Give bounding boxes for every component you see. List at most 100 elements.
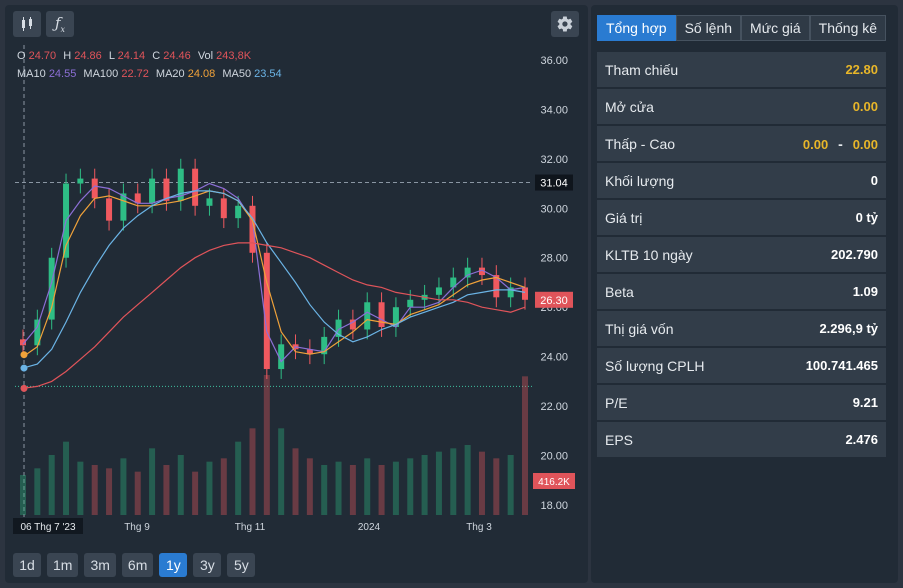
range-6m-button[interactable]: 6m [121, 553, 154, 577]
candle-body [349, 319, 356, 330]
candle-body [493, 275, 500, 298]
y-tick-label: 22.00 [540, 401, 568, 413]
candle-body [91, 178, 98, 199]
ma50-value: 23.54 [254, 68, 282, 80]
high-label: H [63, 50, 72, 62]
x-tick-label: 2024 [358, 522, 381, 533]
last-volume-label: 416.2K [538, 477, 570, 488]
row-avg-volume-10d: KLTB 10 ngày 202.790 [597, 237, 886, 272]
row-trade-value: Giá trị 0 tỷ [597, 200, 886, 235]
ohlc-legend: O 24.70 H 24.86 L 24.14 C 24.46 Vol 243,… [17, 50, 255, 62]
candle-body [335, 319, 342, 337]
range-1m-button[interactable]: 1m [47, 553, 79, 577]
range-3m-button[interactable]: 3m [84, 553, 116, 577]
volume-bar [106, 468, 113, 515]
row-label: P/E [605, 394, 628, 411]
ma20-marker [20, 351, 28, 359]
range-5y-button[interactable]: 5y [227, 553, 256, 577]
volume-bar [306, 458, 313, 515]
info-panel: Tổng hợp Số lệnh Mức giá Thống kê Tham c… [591, 5, 898, 583]
tab-price-levels[interactable]: Mức giá [741, 15, 810, 41]
summary-table: Tham chiếu 22.80 Mở cửa 0.00 Thấp - Cao … [597, 52, 886, 459]
function-icon: ƒx [54, 14, 66, 34]
ma20-label: MA20 [155, 68, 185, 80]
ma20-value: 24.08 [187, 68, 216, 80]
candle-body [321, 336, 328, 355]
ma20-line [22, 190, 526, 358]
row-value: 1.09 [852, 284, 878, 299]
tab-statistics[interactable]: Thống kê [809, 15, 887, 41]
volume-bar [478, 451, 485, 515]
ma100-line [22, 242, 526, 389]
volume-bar [220, 458, 227, 515]
row-value: 100.741.465 [805, 358, 878, 373]
row-value: 202.790 [831, 247, 878, 262]
row-label: Số lượng CPLH [605, 357, 705, 374]
ma10-value: 24.55 [48, 68, 77, 80]
row-value: 0 tỷ [855, 210, 878, 225]
chart-settings-button[interactable] [551, 11, 579, 37]
low-high-separator: - [838, 135, 843, 152]
volume-bar [34, 468, 41, 515]
volume-bar [249, 428, 256, 515]
volume-bar [192, 471, 199, 515]
row-label: Mở cửa [605, 98, 654, 115]
tab-summary[interactable]: Tổng hợp [597, 15, 676, 41]
ma50-marker [20, 364, 28, 372]
candle-body [235, 205, 242, 219]
row-market-cap: Thị giá vốn 2.296,9 tỷ [597, 311, 886, 346]
close-value: 24.46 [163, 50, 191, 62]
candle-body [120, 193, 127, 221]
y-tick-label: 36.00 [540, 55, 568, 67]
volume-bar [91, 465, 98, 515]
candle-body [507, 287, 514, 298]
candle-body [435, 287, 442, 295]
volume-bar [149, 448, 156, 515]
candle-body [407, 299, 414, 308]
candle-body [77, 178, 84, 184]
low-value: 24.14 [117, 50, 146, 62]
volume-bar [378, 465, 385, 515]
candle-body [306, 349, 313, 355]
indicator-button[interactable]: ƒx [46, 11, 74, 37]
candlestick-icon [22, 17, 32, 31]
volume-bar [435, 451, 442, 515]
row-value: 9.21 [852, 395, 878, 410]
row-value: 2.476 [845, 432, 878, 447]
row-low-high: Thấp - Cao 0.00 - 0.00 [597, 126, 886, 161]
candle-body [177, 168, 184, 201]
open-label: O [17, 50, 26, 62]
row-value: 2.296,9 tỷ [819, 321, 878, 336]
volume-value: 243,8K [216, 50, 252, 62]
range-3y-button[interactable]: 3y [193, 553, 222, 577]
low-value: 0.00 [802, 136, 829, 152]
candlestick-type-button[interactable] [13, 11, 41, 37]
price-chart[interactable]: 36.0034.0032.0030.0028.0026.0024.0022.00… [5, 5, 588, 583]
ma50-label: MA50 [222, 68, 252, 80]
volume-bar [120, 458, 127, 515]
range-1d-button[interactable]: 1d [13, 553, 41, 577]
candle-body [378, 302, 385, 327]
last-price-label: 26.30 [540, 295, 568, 307]
ma100-marker [20, 384, 28, 392]
candle-body [364, 302, 371, 330]
volume-bar [450, 448, 457, 515]
volume-bar [321, 465, 328, 515]
range-1y-button[interactable]: 1y [159, 553, 188, 577]
volume-bar [507, 455, 514, 515]
row-label: KLTB 10 ngày [605, 246, 693, 263]
row-volume: Khối lượng 0 [597, 163, 886, 198]
candle-body [522, 287, 528, 300]
tab-orders[interactable]: Số lệnh [675, 15, 742, 41]
volume-bar [335, 461, 342, 515]
last-price-tag [535, 291, 573, 308]
row-shares-outstanding: Số lượng CPLH 100.741.465 [597, 348, 886, 383]
ma50-line [22, 190, 526, 369]
volume-bar [206, 461, 213, 515]
ma10-label: MA10 [17, 68, 46, 80]
volume-bar [349, 465, 356, 515]
volume-bar [522, 376, 528, 515]
candle-body [149, 178, 156, 204]
volume-label: Vol [197, 50, 214, 62]
volume-bar [278, 428, 285, 515]
